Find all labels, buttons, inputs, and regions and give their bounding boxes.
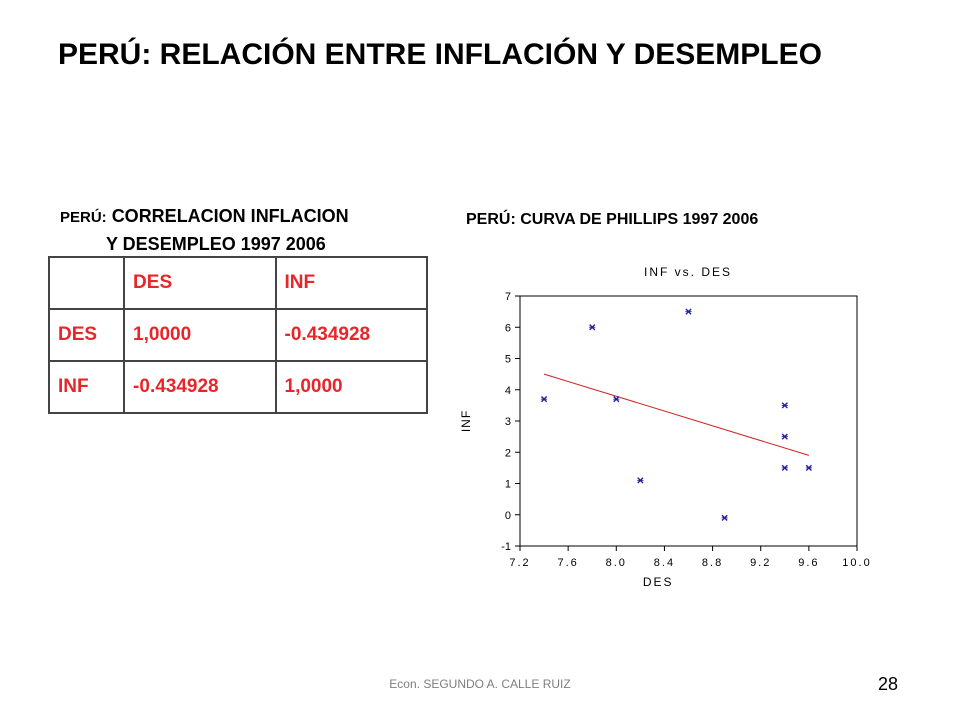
x-tick-label: 9.2: [750, 557, 771, 569]
x-tick-label: 7.2: [509, 557, 530, 569]
correlation-table: DES INF DES 1,0000 -0.434928 INF -0.4349…: [47, 256, 429, 414]
data-point: [589, 324, 596, 331]
regression-line: [543, 373, 810, 456]
y-tick-label: 5: [505, 354, 511, 366]
row-label-inf: INF: [47, 360, 126, 414]
data-point: [685, 308, 692, 315]
y-tick-label: 3: [505, 416, 511, 428]
data-point: [721, 514, 728, 521]
y-tick-label: 4: [505, 385, 511, 397]
table-row: DES 1,0000 -0.434928: [47, 308, 429, 362]
phillips-scatter-plot: INF vs. DES -1 0 1 2 3 4 5 6 7 7.2 7.6 8.0 8.4 8.8 9.…: [459, 265, 871, 589]
x-tick-label: 10.0: [842, 557, 871, 569]
data-point: [613, 396, 620, 403]
page-number: 28: [878, 674, 899, 694]
data-point: [540, 396, 548, 403]
plot-frame: [519, 295, 858, 547]
y-tick-label: 6: [505, 322, 511, 334]
slide-title: PERÚ: RELACIÓN ENTRE INFLACIÓN Y DESEMPL…: [58, 38, 822, 71]
x-axis-label: DES: [643, 575, 674, 589]
y-axis: -1 0 1 2 3 4 5 6 7: [501, 291, 520, 553]
table-title: PERÚ: CORRELACION INFLACION Y DESEMPLEO …: [60, 203, 440, 257]
scatter-points: [540, 308, 812, 521]
table-header-row: DES INF: [47, 256, 429, 310]
data-point: [805, 464, 812, 471]
header-cell-des: DES: [123, 256, 277, 310]
table-title-line1: CORRELACION INFLACION: [111, 206, 349, 226]
footer-author: Econ. SEGUNDO A. CALLE RUIZ: [389, 677, 571, 691]
x-tick-label: 9.6: [798, 557, 819, 569]
header-cell-inf: INF: [274, 256, 429, 310]
table-row: INF -0.434928 1,0000: [47, 360, 429, 414]
y-tick-label: 0: [505, 510, 511, 522]
cell-inf-des: -0.434928: [123, 360, 277, 414]
x-tick-label: 8.4: [654, 557, 675, 569]
fit-line-group: [543, 373, 810, 456]
y-tick-label: 7: [505, 291, 511, 303]
header-cell-empty: [47, 256, 126, 310]
x-axis: 7.2 7.6 8.0 8.4 8.8 9.2 9.6 10.0: [509, 546, 871, 569]
plot-title: INF vs. DES: [644, 265, 732, 279]
data-point: [781, 464, 788, 471]
y-tick-label: 2: [505, 447, 511, 459]
table-title-line2: Y DESEMPLEO 1997 2006: [106, 234, 326, 254]
cell-des-inf: -0.434928: [274, 308, 429, 362]
x-tick-label: 8.0: [606, 557, 627, 569]
cell-des-des: 1,0000: [123, 308, 277, 362]
y-axis-label: INF: [459, 410, 473, 432]
y-tick-label: 1: [505, 479, 511, 491]
cell-inf-inf: 1,0000: [274, 360, 429, 414]
y-tick-label: -1: [501, 541, 511, 553]
data-point: [637, 477, 644, 484]
table-title-prefix: PERÚ:: [60, 209, 107, 226]
data-point: [781, 402, 788, 409]
row-label-des: DES: [47, 308, 126, 362]
data-point: [781, 433, 788, 440]
x-tick-label: 7.6: [557, 557, 578, 569]
x-tick-label: 8.8: [702, 557, 723, 569]
chart-heading: PERÚ: CURVA DE PHILLIPS 1997 2006: [466, 211, 759, 228]
